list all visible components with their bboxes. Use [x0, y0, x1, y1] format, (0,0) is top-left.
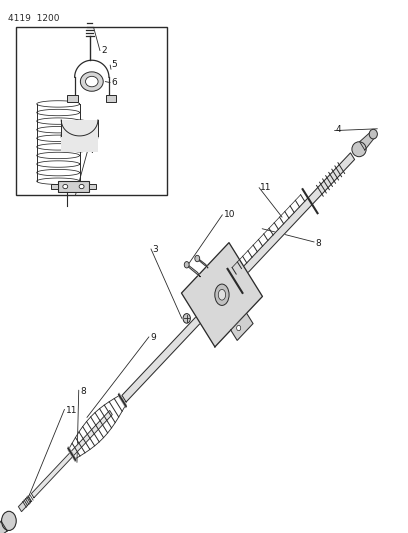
Ellipse shape [183, 313, 191, 323]
Text: 8: 8 [80, 387, 86, 395]
Text: 2: 2 [101, 46, 107, 54]
Polygon shape [231, 313, 253, 341]
Ellipse shape [79, 184, 84, 189]
Text: 4: 4 [336, 125, 341, 134]
Polygon shape [31, 410, 112, 498]
Polygon shape [119, 393, 126, 408]
Ellipse shape [215, 284, 229, 305]
Text: 6: 6 [111, 78, 117, 86]
Ellipse shape [195, 255, 200, 262]
Polygon shape [197, 257, 208, 268]
Text: 10: 10 [224, 211, 235, 219]
Polygon shape [122, 153, 355, 402]
Bar [51, 184, 58, 189]
Text: 1: 1 [246, 285, 252, 293]
Ellipse shape [218, 289, 226, 300]
Bar [106, 95, 116, 102]
Text: 8: 8 [315, 239, 321, 247]
Bar [58, 181, 89, 192]
Text: 11: 11 [260, 183, 272, 191]
Bar [61, 120, 98, 152]
Bar [89, 184, 96, 189]
Ellipse shape [369, 130, 377, 139]
Text: 5: 5 [111, 60, 117, 69]
Polygon shape [18, 497, 31, 512]
Polygon shape [68, 447, 75, 462]
Polygon shape [359, 131, 375, 150]
Ellipse shape [2, 511, 16, 530]
Ellipse shape [80, 72, 103, 91]
Ellipse shape [86, 76, 98, 87]
Ellipse shape [61, 120, 98, 152]
Text: 3: 3 [153, 246, 158, 254]
Polygon shape [182, 243, 262, 347]
Ellipse shape [237, 325, 241, 330]
Polygon shape [186, 263, 200, 277]
Text: 7: 7 [89, 146, 95, 155]
Bar [67, 95, 78, 102]
Ellipse shape [352, 142, 366, 157]
Polygon shape [0, 521, 7, 533]
Text: 9: 9 [150, 334, 156, 342]
Text: 4119  1200: 4119 1200 [8, 14, 60, 23]
Ellipse shape [63, 184, 68, 189]
Ellipse shape [184, 262, 189, 268]
Bar [16, 27, 167, 195]
Text: 11: 11 [66, 406, 77, 415]
